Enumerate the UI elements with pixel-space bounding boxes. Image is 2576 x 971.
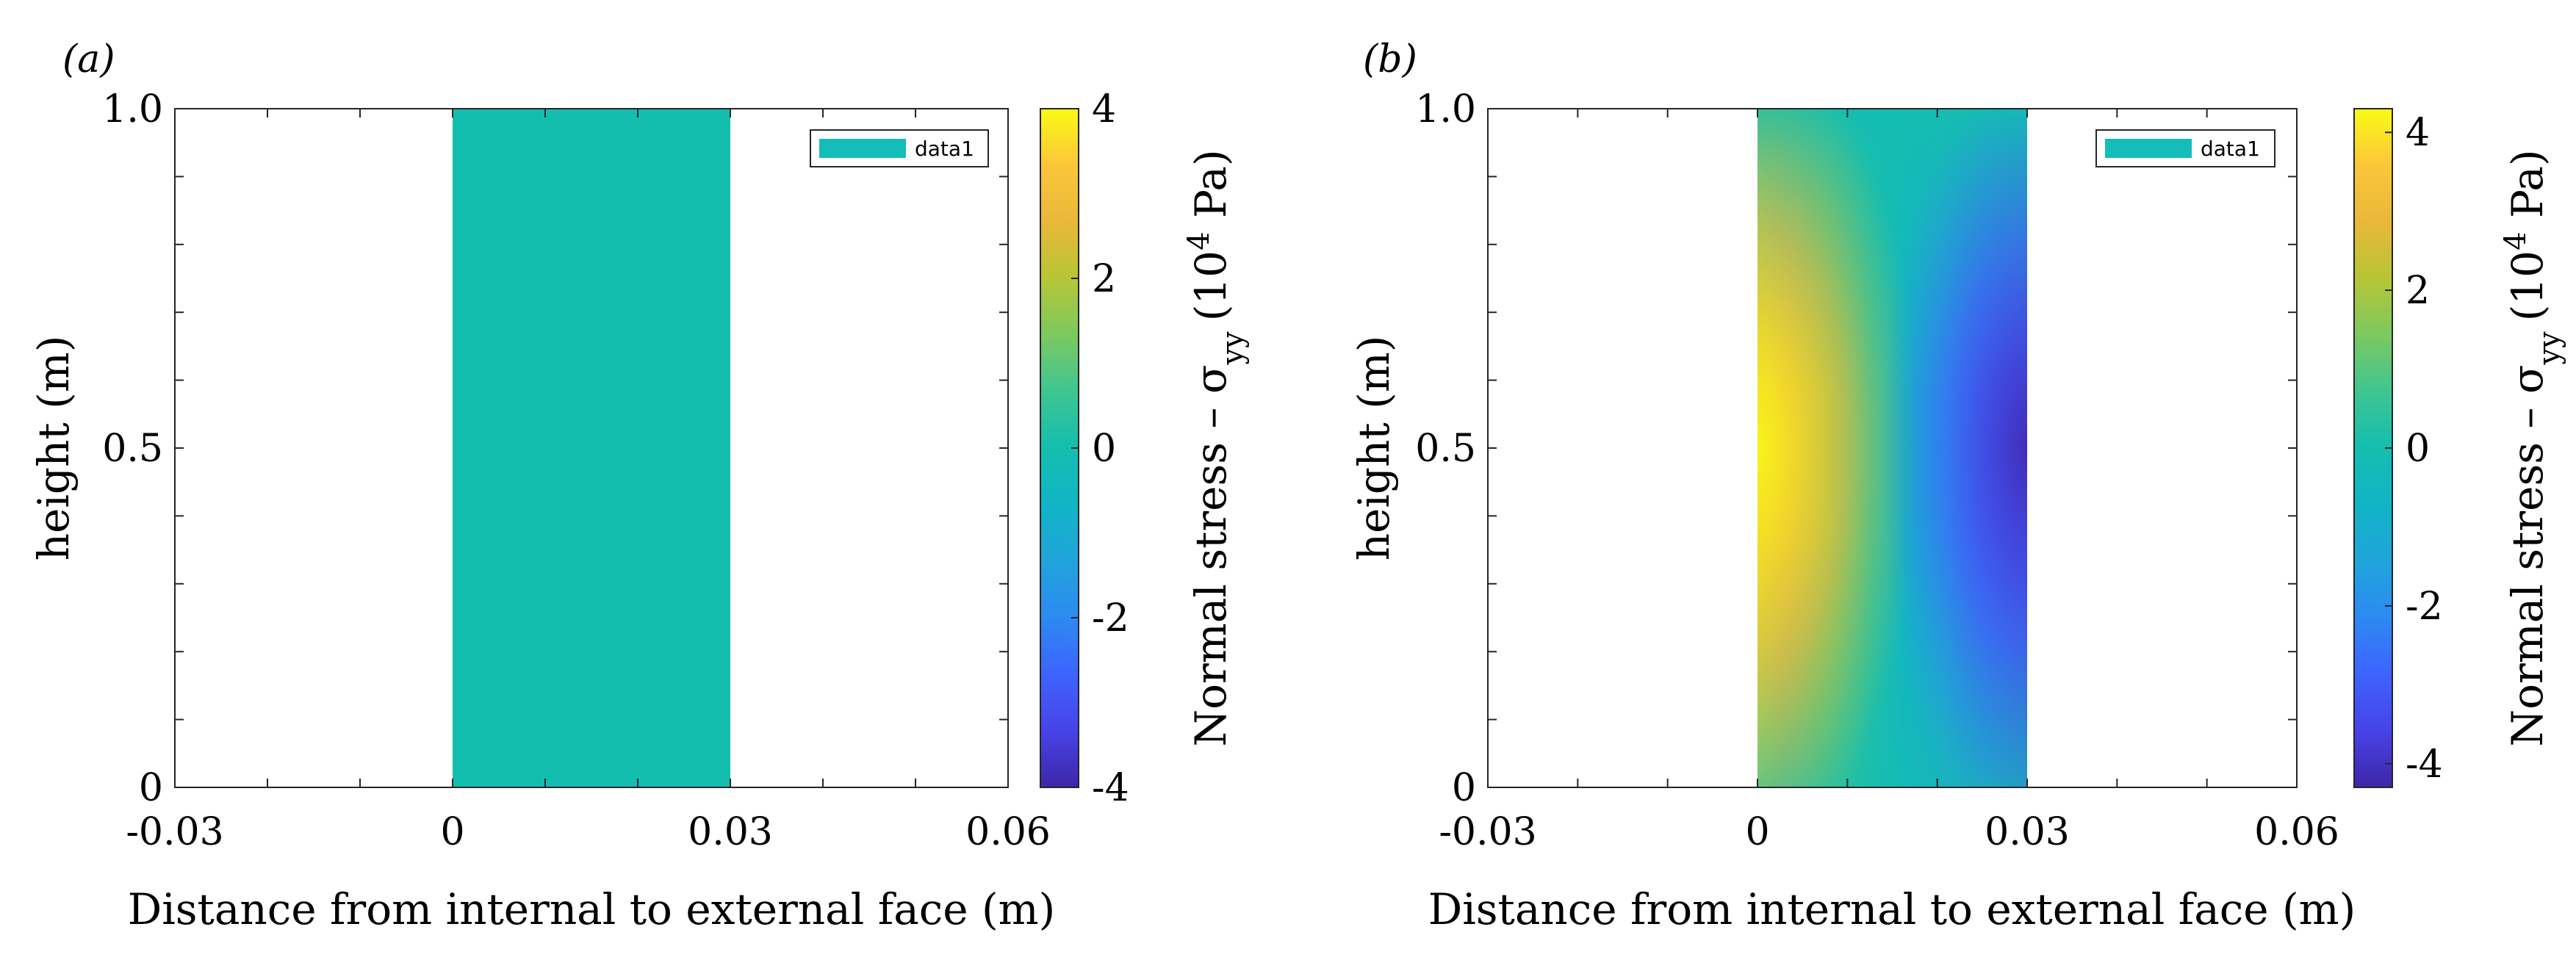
colorbar-tick-label: -2 bbox=[1092, 596, 1129, 640]
colorbar-tick-label: 0 bbox=[2406, 427, 2430, 471]
x-axis: -0.03 0 0.03 0.06 bbox=[1439, 109, 2339, 854]
colorbar-label-sub: yy bbox=[1216, 331, 1250, 366]
colorbar-ticks: -4 -2 0 2 4 bbox=[2385, 111, 2443, 787]
x-axis-label: Distance from internal to external face … bbox=[1428, 884, 2356, 934]
y-tick-label: 0.5 bbox=[102, 427, 163, 471]
y-tick-label: 0 bbox=[139, 766, 163, 810]
x-tick-label: 0 bbox=[440, 810, 464, 854]
x-tick-label: 0 bbox=[1745, 810, 1769, 854]
colorbar-tick-label: 4 bbox=[2406, 111, 2430, 155]
panel-label: (b) bbox=[1363, 37, 1417, 82]
colorbar-label: Normal stress – σyy (104 Pa) bbox=[2499, 149, 2566, 746]
legend: data1 bbox=[810, 129, 989, 167]
colorbar-label-prefix: Normal stress – σ bbox=[2503, 365, 2552, 747]
legend-entry: data1 bbox=[2201, 137, 2260, 161]
legend-entry: data1 bbox=[915, 137, 974, 161]
y-axis: 0 0.5 1.0 bbox=[1415, 87, 2297, 810]
x-tick-label: 0.06 bbox=[965, 810, 1051, 854]
legend-swatch bbox=[2105, 139, 2192, 158]
y-axis-label: height (m) bbox=[1349, 336, 1399, 561]
colorbar-label-prefix: Normal stress – σ bbox=[1186, 365, 1236, 747]
y-tick-label: 1.0 bbox=[102, 87, 163, 131]
colorbar-tick-label: -2 bbox=[2406, 585, 2443, 629]
colorbar-label-sup: 4 bbox=[2499, 231, 2533, 250]
x-tick-label: -0.03 bbox=[126, 810, 223, 854]
y-axis: 0 0.5 1.0 bbox=[102, 87, 1008, 810]
y-tick-label: 0 bbox=[1452, 766, 1476, 810]
colorbar-label: Normal stress – σyy (104 Pa) bbox=[1182, 149, 1250, 746]
y-axis-label: height (m) bbox=[29, 336, 79, 561]
colorbar-tick-label: 0 bbox=[1092, 427, 1116, 471]
colorbar-label-sub: yy bbox=[2533, 331, 2566, 366]
colorbar-tick-label: -4 bbox=[1092, 766, 1129, 810]
panel-b: (b) -0.03 0 0.03 0.06 00.51.0 data1 Distanc… bbox=[1349, 37, 2566, 934]
colorbar-tick-label: 4 bbox=[1092, 87, 1116, 131]
panel-label: (a) bbox=[62, 37, 115, 82]
stress-field bbox=[1757, 109, 2027, 787]
panel-a: (a) -0.03 0 0.03 0.06 00.51.0 data1 Distanc… bbox=[29, 37, 1250, 934]
stress-field-rect bbox=[453, 109, 730, 787]
x-axis-label: Distance from internal to external face … bbox=[128, 884, 1056, 934]
colorbar-label-close: Pa) bbox=[1186, 149, 1236, 231]
colorbar-label-open: (10 bbox=[1186, 250, 1236, 321]
x-tick-label: 0.06 bbox=[2254, 810, 2339, 854]
legend: data1 bbox=[2095, 129, 2275, 167]
x-tick-label: -0.03 bbox=[1439, 810, 1536, 854]
colorbar-tick-label: 2 bbox=[2406, 269, 2430, 313]
colorbar-label-sup: 4 bbox=[1182, 231, 1216, 250]
colorbar-tick-label: 2 bbox=[1092, 257, 1116, 301]
colorbar-ticks: -4 -2 0 2 4 bbox=[1071, 87, 1129, 810]
colorbar-label-close: Pa) bbox=[2503, 149, 2552, 231]
y-tick-label: 0.5 bbox=[1415, 427, 1476, 471]
x-axis: -0.03 0 0.03 0.06 bbox=[126, 109, 1051, 854]
colorbar-tick-label: -4 bbox=[2406, 743, 2443, 787]
stress-field-min bbox=[1757, 109, 2027, 787]
legend-swatch bbox=[819, 139, 906, 158]
y-tick-label: 1.0 bbox=[1415, 87, 1476, 131]
colorbar-label-open: (10 bbox=[2503, 250, 2552, 321]
x-tick-label: 0.03 bbox=[1985, 810, 2070, 854]
x-tick-label: 0.03 bbox=[688, 810, 773, 854]
stress-field bbox=[453, 109, 730, 787]
